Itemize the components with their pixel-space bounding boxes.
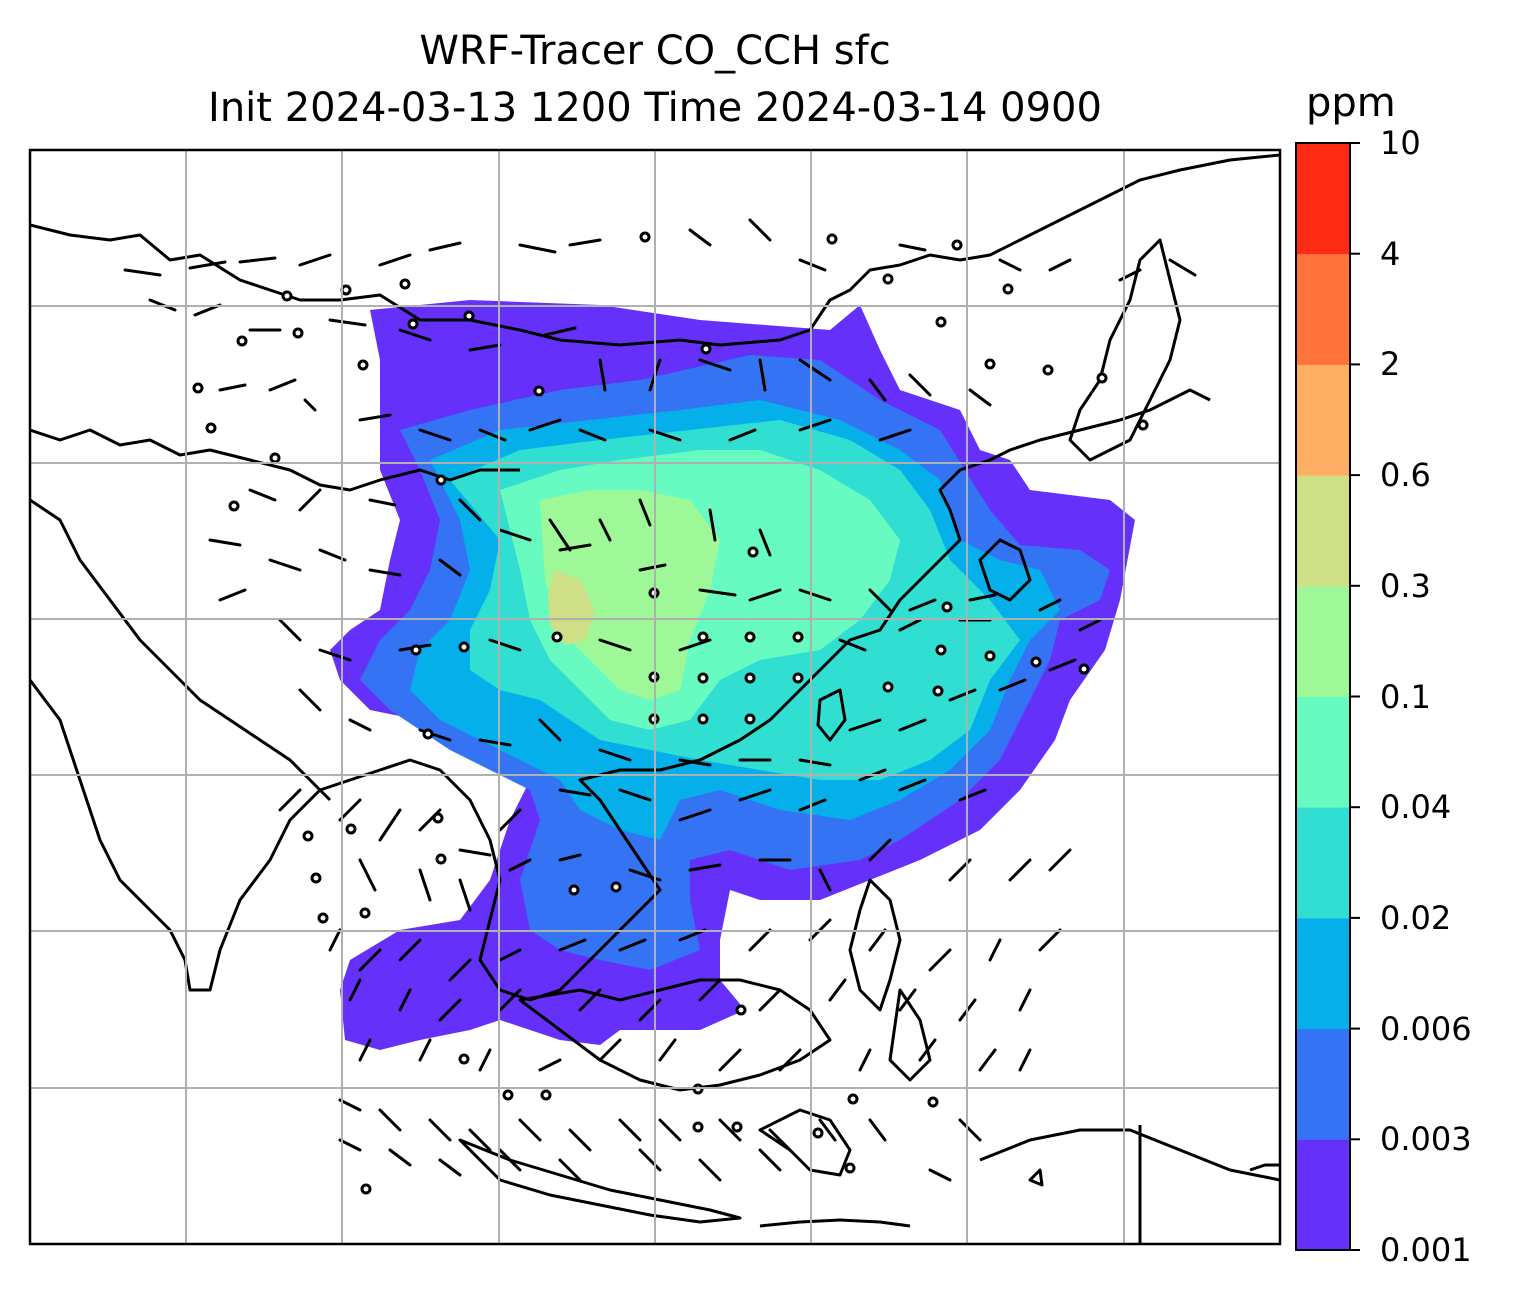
- contour-level-7: [548, 570, 595, 645]
- colorbar-tick-label: 0.3: [1380, 566, 1431, 605]
- gridlines: [30, 150, 1280, 1244]
- colorbar: [1296, 143, 1350, 1251]
- colorbar-tick-label: 0.02: [1380, 898, 1452, 937]
- wind-barbs: [123, 218, 1197, 1182]
- colorbar-tick-label: 2: [1380, 345, 1401, 384]
- colorbar-segment: [1296, 475, 1350, 587]
- colorbar-tick-label: 0.1: [1380, 677, 1431, 716]
- coastlines: [30, 153, 1280, 1244]
- colorbar-segment: [1296, 253, 1350, 365]
- colorbar-tick-label: 4: [1380, 234, 1401, 273]
- colorbar-segment: [1296, 143, 1350, 255]
- colorbar-tick-label: 0.001: [1380, 1231, 1472, 1269]
- title-line-1: WRF-Tracer CO_CCH sfc: [419, 28, 891, 74]
- colorbar-tick-label: 0.003: [1380, 1120, 1472, 1159]
- contour-level-6: [540, 490, 720, 700]
- colorbar-segment: [1296, 917, 1350, 1030]
- colorbar-segment: [1296, 364, 1350, 476]
- calm-wind-markers: [192, 231, 1149, 1195]
- colorbar-tick-label: 0.6: [1380, 456, 1431, 495]
- colorbar-segment: [1296, 1139, 1350, 1251]
- colorbar-tick-label: 10: [1380, 124, 1421, 162]
- colorbar-segment: [1296, 696, 1350, 808]
- map-panel: [30, 150, 1280, 1244]
- colorbar-segment: [1296, 1028, 1350, 1140]
- map-frame: [28, 148, 1282, 1246]
- colorbar-unit-label: ppm: [1306, 80, 1396, 126]
- colorbar-segment: [1296, 585, 1350, 697]
- concentration-field: [330, 300, 1135, 1050]
- colorbar-tick-label: 0.006: [1380, 1009, 1472, 1048]
- title-line-2: Init 2024-03-13 1200 Time 2024-03-14 090…: [208, 85, 1102, 131]
- colorbar-segment: [1296, 807, 1350, 919]
- colorbar-ticks: [1350, 142, 1360, 1251]
- colorbar-tick-label: 0.04: [1380, 788, 1452, 827]
